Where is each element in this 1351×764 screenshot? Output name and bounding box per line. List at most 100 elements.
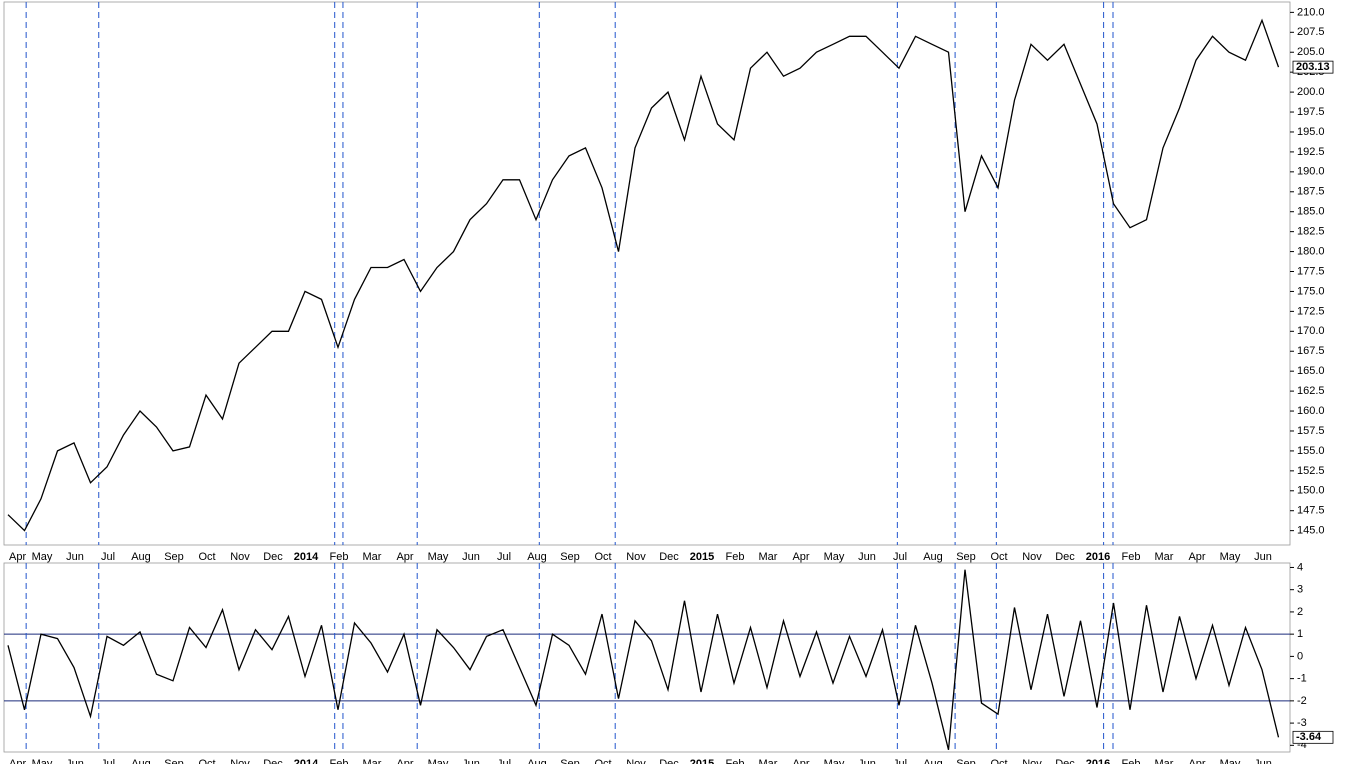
y-tick-label: 147.5 (1297, 505, 1325, 517)
x-tick-label: 2014 (294, 551, 319, 563)
x-tick-label: Dec (263, 758, 283, 764)
x-tick-label: Jun (858, 758, 876, 764)
y-tick-label: 195.0 (1297, 126, 1325, 138)
y-tick-label: 150.0 (1297, 485, 1325, 497)
series-line (7, 569, 1280, 750)
x-tick-label: Jun (858, 551, 876, 563)
x-tick-label: Apr (9, 758, 26, 764)
x-tick-label: 2016 (1086, 551, 1110, 563)
y-tick-label: 205.0 (1297, 46, 1325, 58)
x-tick-label: Sep (956, 758, 976, 764)
x-tick-label: Jul (893, 758, 907, 764)
y-tick-label: 2 (1297, 606, 1303, 618)
y-tick-label: 190.0 (1297, 166, 1325, 178)
x-tick-label: May (1220, 758, 1241, 764)
y-tick-label: 182.5 (1297, 226, 1325, 238)
x-tick-label: Oct (990, 551, 1007, 563)
y-tick-label: 207.5 (1297, 26, 1325, 38)
x-tick-label: Oct (198, 758, 215, 764)
y-tick-label: -4 (1297, 739, 1307, 751)
x-tick-label: May (428, 758, 449, 764)
x-tick-label: Nov (626, 758, 646, 764)
y-tick-label: 175.0 (1297, 285, 1325, 297)
x-tick-label: Jun (1254, 551, 1272, 563)
x-tick-label: Nov (230, 758, 250, 764)
y-tick-label: 3 (1297, 584, 1303, 596)
x-tick-label: 2014 (294, 758, 319, 764)
x-tick-label: May (824, 758, 845, 764)
x-tick-label: Dec (1055, 551, 1075, 563)
x-tick-label: Sep (560, 551, 580, 563)
x-tick-label: Mar (759, 758, 778, 764)
y-tick-label: 155.0 (1297, 445, 1325, 457)
x-tick-label: Oct (990, 758, 1007, 764)
x-tick-label: Nov (1022, 551, 1042, 563)
x-tick-label: Jul (497, 551, 511, 563)
y-tick-label: 145.0 (1297, 525, 1325, 537)
x-tick-label: Jul (101, 551, 115, 563)
x-tick-label: May (32, 551, 53, 563)
x-tick-label: Aug (527, 758, 547, 764)
x-tick-label: Sep (164, 758, 184, 764)
x-tick-label: Feb (726, 758, 745, 764)
x-tick-label: Dec (1055, 758, 1075, 764)
x-tick-label: Oct (594, 758, 611, 764)
x-tick-label: May (1220, 551, 1241, 563)
y-tick-label: -1 (1297, 673, 1307, 685)
x-tick-label: Feb (330, 551, 349, 563)
x-tick-label: Nov (1022, 758, 1042, 764)
x-tick-label: Aug (131, 551, 151, 563)
y-tick-label: 167.5 (1297, 345, 1325, 357)
x-tick-label: Jun (462, 551, 480, 563)
y-tick-label: 192.5 (1297, 146, 1325, 158)
last-value-label: 203.13 (1296, 61, 1330, 73)
y-tick-label: 1 (1297, 628, 1303, 640)
x-tick-label: Oct (198, 551, 215, 563)
x-tick-label: Sep (560, 758, 580, 764)
y-tick-label: -2 (1297, 695, 1307, 707)
x-tick-label: Sep (956, 551, 976, 563)
y-tick-label: 172.5 (1297, 305, 1325, 317)
x-tick-label: Aug (131, 758, 151, 764)
x-tick-label: Jul (101, 758, 115, 764)
y-tick-label: 210.0 (1297, 6, 1325, 18)
x-tick-label: Nov (230, 551, 250, 563)
y-tick-label: 4 (1297, 561, 1303, 573)
y-tick-label: 200.0 (1297, 86, 1325, 98)
x-tick-label: Feb (1122, 758, 1141, 764)
y-tick-label: 187.5 (1297, 186, 1325, 198)
x-tick-label: Jun (66, 758, 84, 764)
x-tick-label: Jun (66, 551, 84, 563)
last-value-label: -3.64 (1296, 731, 1322, 743)
y-tick-label: 0 (1297, 650, 1303, 662)
x-tick-label: Feb (726, 551, 745, 563)
x-tick-label: 2015 (690, 551, 714, 563)
x-tick-label: Apr (396, 551, 413, 563)
x-tick-label: Jul (497, 758, 511, 764)
x-tick-label: Aug (527, 551, 547, 563)
y-tick-label: 177.5 (1297, 265, 1325, 277)
x-tick-label: Apr (792, 758, 809, 764)
x-tick-label: May (32, 758, 53, 764)
x-tick-label: Jun (462, 758, 480, 764)
x-tick-label: Oct (594, 551, 611, 563)
y-tick-label: -3 (1297, 717, 1307, 729)
x-tick-label: Dec (659, 758, 679, 764)
last-value-box (1292, 730, 1334, 744)
x-tick-label: Aug (923, 758, 943, 764)
x-tick-label: Mar (363, 758, 382, 764)
y-tick-label: 170.0 (1297, 325, 1325, 337)
last-value-box (1292, 60, 1334, 74)
x-tick-label: 2016 (1086, 758, 1110, 764)
x-tick-label: Dec (659, 551, 679, 563)
x-tick-label: Aug (923, 551, 943, 563)
panel-frame (3, 562, 1291, 753)
series-line (7, 18, 1280, 532)
y-tick-label: 162.5 (1297, 385, 1325, 397)
x-tick-label: Feb (1122, 551, 1141, 563)
x-tick-label: Mar (1155, 758, 1174, 764)
x-tick-label: Nov (626, 551, 646, 563)
x-tick-label: Apr (792, 551, 809, 563)
x-tick-label: May (428, 551, 449, 563)
